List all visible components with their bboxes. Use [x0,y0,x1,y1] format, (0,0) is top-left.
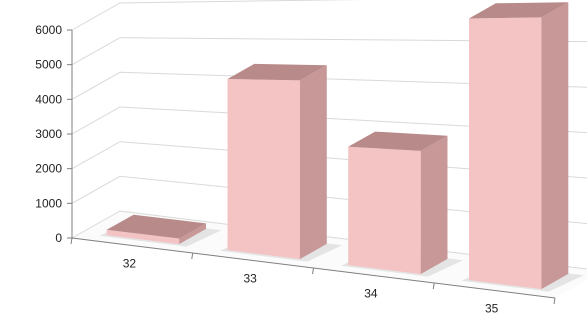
y-tick-label: 4000 [35,92,62,106]
x-tick-mark [432,282,435,290]
bar [99,214,222,247]
y-tick-label: 1000 [35,196,62,210]
bar-front [348,146,421,275]
y-tick-label: 5000 [35,58,62,72]
bars-layer [99,2,584,292]
y-tick-label: 2000 [35,162,62,176]
x-axis-ticks: 32 33 34 35 [70,237,556,316]
bar-top [106,214,206,239]
gridline [71,37,587,66]
bar [220,63,343,262]
x-tick-mark [553,297,556,305]
bar-top [348,131,448,151]
grid-layer [71,0,587,298]
bar-side [420,135,448,275]
gridline [71,71,587,100]
gridline [71,0,362,31]
chart-floor [72,211,587,298]
bar-front [106,229,180,245]
bar-front [469,17,542,290]
bar-top [227,63,327,81]
bar [461,2,584,292]
x-tick-label: 33 [243,272,257,286]
x-tick-mark [70,237,73,245]
bar-front [227,79,300,260]
bar [341,131,463,277]
y-tick-label: 0 [55,231,62,245]
y-tick-label: 3000 [35,127,62,141]
bar-side [299,65,327,260]
y-tick-label: 6000 [35,23,62,37]
bar-side [179,223,206,245]
bar-side [541,2,569,290]
x-tick-mark [312,267,314,275]
x-tick-mark [191,252,194,260]
y-axis-ticks: 0 1000 2000 3000 4000 5000 6000 [35,23,72,245]
gridline [71,106,587,135]
x-tick-label: 32 [123,257,137,271]
x-tick-label: 34 [364,287,378,301]
x-tick-label: 35 [485,302,499,316]
bar-top [469,2,569,19]
